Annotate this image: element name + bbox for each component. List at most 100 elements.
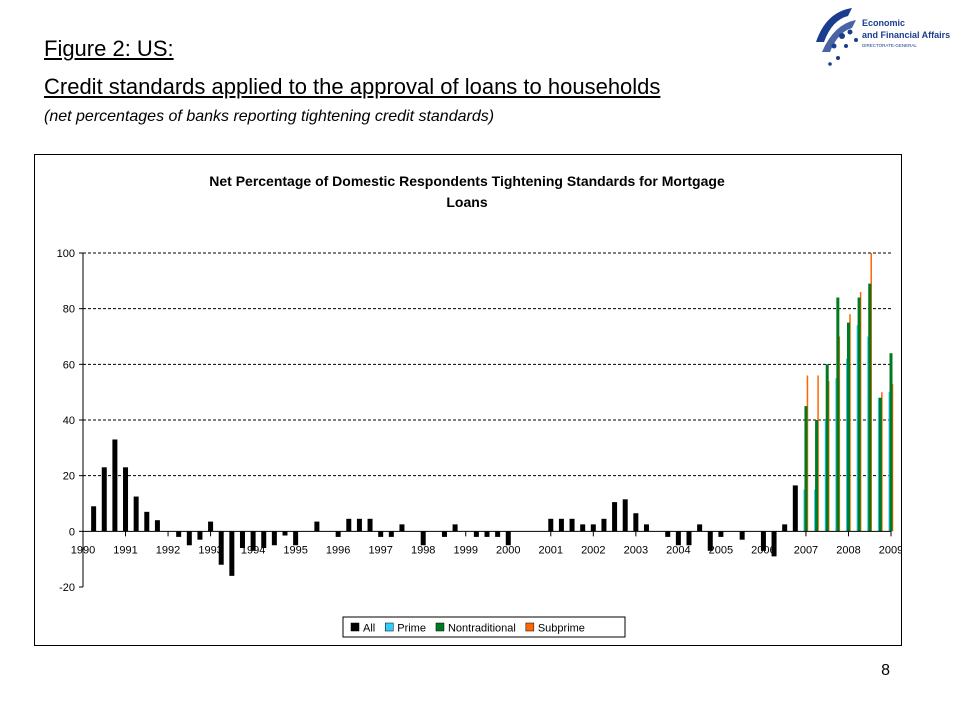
mortgage-standards-chart: Net Percentage of Domestic Respondents T…	[57, 173, 903, 638]
y-tick-label: 40	[63, 415, 75, 427]
bar-all	[261, 531, 267, 549]
bar-all	[399, 524, 405, 532]
bar-all	[622, 499, 628, 532]
bar-all	[643, 524, 649, 532]
x-tick-label: 2003	[624, 544, 648, 556]
x-tick-label: 1991	[113, 544, 137, 556]
legend: All Prime Nontraditional Subprime	[342, 616, 626, 638]
bar-nontraditional	[836, 297, 840, 532]
bar-all	[154, 520, 160, 532]
bar-all	[197, 531, 203, 540]
bar-all	[293, 531, 299, 546]
y-tick-label: 0	[69, 526, 75, 538]
bar-all	[208, 521, 214, 532]
bar-all	[707, 531, 713, 551]
x-tick-label: 1996	[326, 544, 350, 556]
bar-all	[782, 524, 788, 532]
x-tick-label: 2000	[496, 544, 520, 556]
bar-all	[452, 524, 458, 532]
x-tick-label: 1997	[368, 544, 392, 556]
bar-all	[558, 518, 564, 532]
bar-nontraditional	[889, 353, 893, 532]
x-tick-label: 2002	[581, 544, 605, 556]
bar-all	[771, 531, 777, 557]
x-tick-label: 2004	[666, 544, 690, 556]
bar-all	[176, 531, 182, 537]
bar-all	[186, 531, 192, 546]
bar-nontraditional	[825, 364, 829, 532]
x-tick-label: 1994	[241, 544, 265, 556]
x-tick-label: 2008	[836, 544, 860, 556]
bar-all	[420, 531, 426, 546]
bar-all	[548, 518, 554, 532]
bar-all	[346, 518, 352, 532]
stars-emblem-icon	[816, 8, 858, 66]
dg-ecfin-logo: Economic and Financial Affairs DIRECTORA…	[816, 8, 950, 66]
bar-all	[633, 513, 639, 532]
bar-all	[665, 531, 671, 537]
bar-all	[675, 531, 681, 546]
bar-all	[367, 518, 373, 532]
logo-line-3: DIRECTORATE-GENERAL	[862, 43, 917, 48]
bar-all	[686, 531, 692, 546]
x-tick-label: 1995	[283, 544, 307, 556]
legend-swatch-prime	[384, 622, 394, 632]
figure-title: Figure 2: US:	[44, 36, 174, 61]
bar-all	[473, 531, 479, 537]
bar-nontraditional	[846, 322, 850, 532]
bar-all	[760, 531, 766, 551]
x-tick-label: 2001	[539, 544, 563, 556]
bar-all	[229, 531, 235, 576]
bar-all	[612, 502, 618, 532]
logo-line-2: and Financial Affairs	[862, 30, 950, 40]
legend-swatch-subprime	[525, 622, 535, 632]
legend-label-nontraditional: Nontraditional	[448, 623, 516, 635]
bar-all	[495, 531, 501, 537]
bar-nontraditional	[868, 283, 872, 532]
bar-all	[388, 531, 394, 537]
bar-all	[123, 467, 129, 532]
bar-all	[144, 511, 150, 532]
bar-all	[218, 531, 224, 565]
chart-frame: Net Percentage of Domestic Respondents T…	[34, 154, 903, 646]
x-tick-label: 2007	[794, 544, 818, 556]
bar-all	[314, 521, 320, 532]
y-tick-label: 100	[57, 248, 75, 260]
x-tick-label: 1993	[198, 544, 222, 556]
chart-title-line-1: Net Percentage of Domestic Respondents T…	[209, 173, 725, 189]
legend-label-prime: Prime	[397, 623, 426, 635]
x-tick-label: 1992	[156, 544, 180, 556]
bar-all	[239, 531, 245, 549]
bar-all	[441, 531, 447, 537]
y-tick-label: -20	[59, 582, 75, 594]
bar-all	[484, 531, 490, 537]
logo-line-1: Economic	[862, 18, 905, 28]
bar-all	[569, 518, 575, 532]
legend-box	[342, 616, 626, 638]
bar-all	[356, 518, 362, 532]
bar-all	[697, 524, 703, 532]
bar-nontraditional	[878, 397, 882, 532]
x-tick-label: 1990	[71, 544, 95, 556]
bar-nontraditional	[804, 406, 808, 532]
bar-all	[590, 524, 596, 532]
x-tick-label: 1998	[411, 544, 435, 556]
x-tick-label: 2006	[751, 544, 775, 556]
x-tick-label: 2005	[709, 544, 733, 556]
bar-all	[282, 531, 288, 536]
y-tick-label: 80	[63, 304, 75, 316]
bar-all	[792, 485, 798, 532]
legend-label-all: All	[363, 623, 375, 635]
x-tick-label: 1999	[453, 544, 477, 556]
figure-subtitle: Credit standards applied to the approval…	[44, 74, 661, 99]
x-tick-label: 2009	[879, 544, 901, 556]
figure-note: (net percentages of banks reporting tigh…	[44, 108, 495, 125]
bar-all	[133, 496, 139, 532]
y-tick-label: 20	[63, 471, 75, 483]
page-number: 8	[881, 662, 890, 679]
bar-all	[101, 467, 107, 532]
bar-all	[250, 531, 256, 551]
bar-all	[580, 524, 586, 532]
bar-all	[601, 518, 607, 532]
bar-all	[739, 531, 745, 540]
